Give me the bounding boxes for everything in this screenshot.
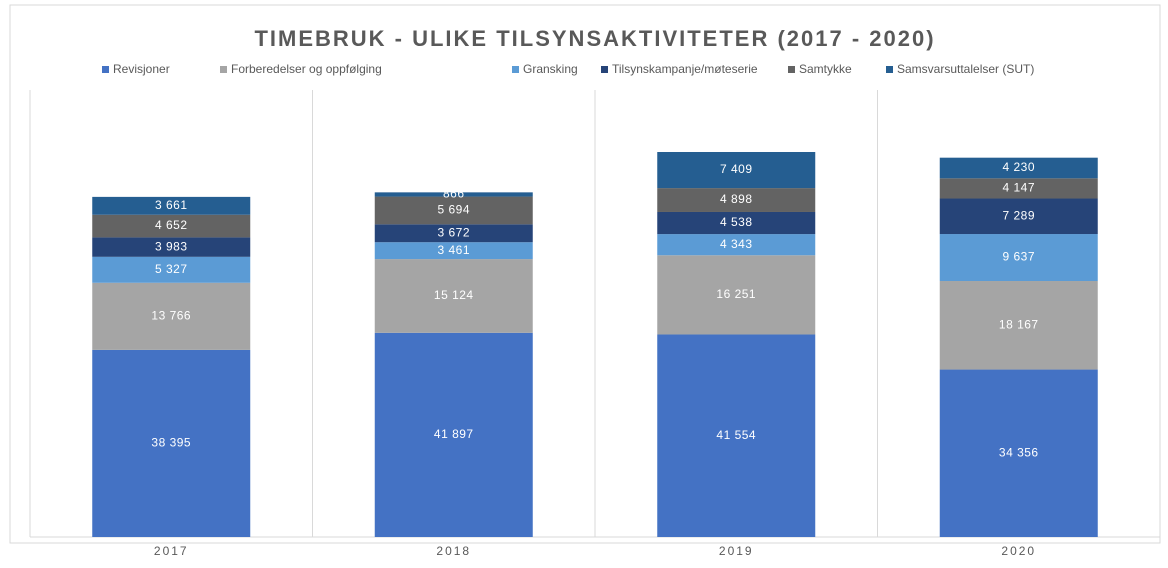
bar-segment <box>92 214 251 238</box>
bar-segment <box>939 281 1098 370</box>
legend-label: Samtykke <box>799 62 852 76</box>
value-label: 34 356 <box>999 445 1039 459</box>
value-label: 3 661 <box>155 198 188 212</box>
chart-title: TIMEBRUK - ULIKE TILSYNSAKTIVITETER (201… <box>254 26 935 51</box>
value-label: 13 766 <box>151 308 191 322</box>
legend-swatch <box>601 66 608 73</box>
bar-segment <box>657 188 816 212</box>
legend-swatch <box>102 66 109 73</box>
value-label: 5 327 <box>155 262 188 276</box>
value-label: 7 289 <box>1002 208 1035 222</box>
bar-segment <box>939 178 1098 199</box>
bar-segment <box>374 242 533 260</box>
bar-segment <box>657 334 816 537</box>
value-label: 866 <box>443 187 465 201</box>
bar-segment <box>374 259 533 333</box>
bar-segment <box>657 211 816 235</box>
legend-swatch <box>788 66 795 73</box>
x-tick-label: 2019 <box>719 544 754 558</box>
value-label: 4 343 <box>720 237 753 251</box>
legend-swatch <box>220 66 227 73</box>
legend-label: Tilsynskampanje/møteserie <box>612 62 758 76</box>
value-label: 41 897 <box>434 427 474 441</box>
x-tick-label: 2020 <box>1001 544 1036 558</box>
bar-segment <box>92 282 251 350</box>
legend-label: Samsvarsuttalelser (SUT) <box>897 62 1034 76</box>
bar-segment <box>939 234 1098 282</box>
bar-segment <box>92 196 251 215</box>
bar-segment <box>374 224 533 243</box>
bar-segment <box>92 349 251 537</box>
value-label: 15 124 <box>434 288 474 302</box>
x-tick-label: 2017 <box>154 544 189 558</box>
bar-segment <box>939 198 1098 235</box>
bar-segment <box>657 152 816 189</box>
value-label: 3 983 <box>155 239 188 253</box>
value-label: 18 167 <box>999 317 1039 331</box>
value-label: 4 898 <box>720 192 753 206</box>
bar-segment <box>657 255 816 335</box>
legend-label: Gransking <box>523 62 578 76</box>
legend-swatch <box>512 66 519 73</box>
bar-segment <box>939 369 1098 537</box>
legend-label: Revisjoner <box>113 62 170 76</box>
value-label: 16 251 <box>716 287 756 301</box>
x-tick-label: 2018 <box>436 544 471 558</box>
bar-segment <box>374 332 533 537</box>
value-label: 4 230 <box>1002 160 1035 174</box>
value-label: 3 672 <box>437 225 470 239</box>
value-label: 4 652 <box>155 218 188 232</box>
value-label: 3 461 <box>437 243 470 257</box>
value-label: 4 147 <box>1002 181 1035 195</box>
bar-segment <box>939 157 1098 179</box>
legend-swatch <box>886 66 893 73</box>
bar-segment <box>92 256 251 283</box>
legend-label: Forberedelser og oppfølging <box>231 62 382 76</box>
value-label: 7 409 <box>720 162 753 176</box>
value-label: 9 637 <box>1002 250 1035 264</box>
value-label: 41 554 <box>716 428 756 442</box>
bar-segment <box>374 196 533 225</box>
bar-segment <box>374 192 533 197</box>
bar-segment <box>657 234 816 256</box>
value-label: 4 538 <box>720 215 753 229</box>
value-label: 5 694 <box>437 203 470 217</box>
bar-segment <box>92 237 251 257</box>
value-label: 38 395 <box>151 436 191 450</box>
